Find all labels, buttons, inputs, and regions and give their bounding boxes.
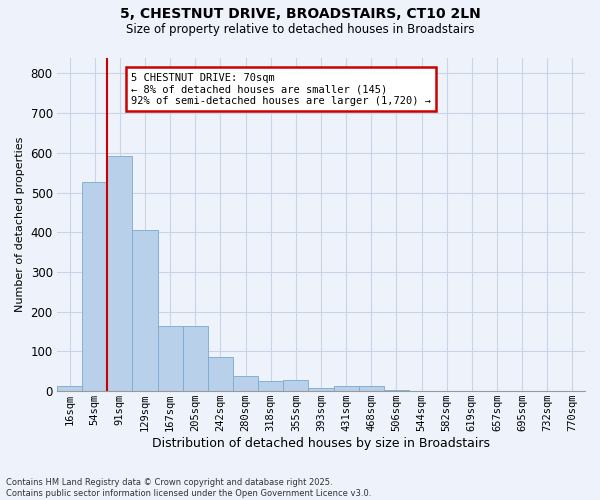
Bar (57, 386, 82, 391)
Text: Size of property relative to detached houses in Broadstairs: Size of property relative to detached ho… (126, 22, 474, 36)
Bar (258, 381, 283, 391)
Bar (384, 390, 409, 391)
Bar (133, 230, 158, 391)
Bar (208, 358, 233, 391)
Bar (158, 326, 182, 391)
Text: 5 CHESTNUT DRIVE: 70sqm
← 8% of detached houses are smaller (145)
92% of semi-de: 5 CHESTNUT DRIVE: 70sqm ← 8% of detached… (131, 72, 431, 106)
Bar (359, 386, 384, 391)
Text: Contains HM Land Registry data © Crown copyright and database right 2025.
Contai: Contains HM Land Registry data © Crown c… (6, 478, 371, 498)
Bar (308, 388, 334, 391)
X-axis label: Distribution of detached houses by size in Broadstairs: Distribution of detached houses by size … (152, 437, 490, 450)
Text: 5, CHESTNUT DRIVE, BROADSTAIRS, CT10 2LN: 5, CHESTNUT DRIVE, BROADSTAIRS, CT10 2LN (119, 8, 481, 22)
Bar (82, 182, 107, 391)
Bar (334, 386, 359, 391)
Bar (233, 376, 258, 391)
Bar (182, 326, 208, 391)
Y-axis label: Number of detached properties: Number of detached properties (15, 136, 25, 312)
Bar (107, 156, 133, 391)
Bar (283, 380, 308, 391)
